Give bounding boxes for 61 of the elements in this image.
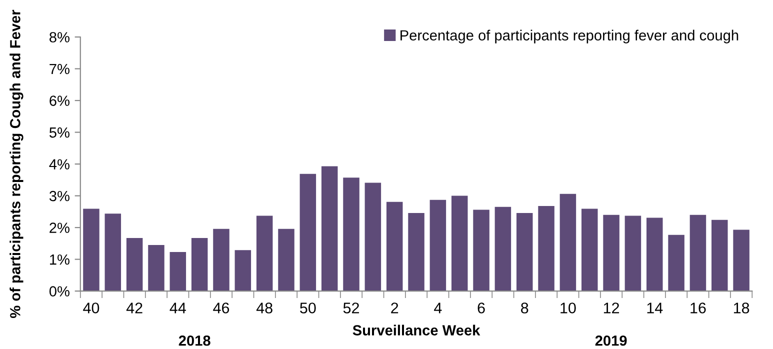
bar — [581, 208, 598, 292]
x-tick-label: 10 — [560, 302, 576, 314]
y-tick-label: 4% — [49, 159, 70, 170]
bar — [256, 216, 273, 292]
bar — [148, 245, 164, 292]
bar — [300, 174, 316, 292]
x-tick-label: 18 — [734, 302, 750, 314]
y-tick-label: 3% — [49, 190, 70, 202]
bar — [473, 210, 490, 292]
y-tick-label: 5% — [49, 127, 70, 138]
bar — [624, 216, 642, 292]
x-tick-label: 6 — [478, 302, 485, 314]
bar — [104, 214, 122, 292]
bar — [364, 182, 382, 292]
bar — [213, 228, 230, 292]
bar — [386, 202, 403, 292]
x-tick-label: 2 — [391, 302, 398, 314]
bar — [83, 208, 100, 292]
y-tick-label: 8% — [50, 32, 70, 42]
text: 2019 — [595, 335, 627, 346]
bar — [126, 238, 143, 292]
y-tick-label: 2% — [50, 222, 70, 233]
text: 2018 — [178, 335, 210, 346]
bar — [690, 214, 706, 292]
y-tick-label: 7% — [50, 64, 70, 74]
y-tick-label: 6% — [50, 96, 70, 106]
bar — [603, 214, 620, 292]
x-tick-label: 44 — [170, 302, 186, 314]
x-tick-label: 52 — [343, 302, 359, 314]
bar — [278, 228, 294, 292]
bar — [234, 250, 252, 292]
bar — [430, 200, 446, 292]
y-axis-title: % of participants reporting Cough and Fever — [10, 10, 24, 318]
bar — [321, 166, 338, 292]
bar — [538, 206, 554, 292]
bar — [646, 218, 663, 292]
bar — [451, 196, 468, 292]
x-tick-label: 46 — [213, 302, 230, 314]
bar — [191, 238, 208, 292]
bar — [668, 234, 684, 292]
x-tick-label: 14 — [647, 302, 663, 314]
x-tick-label: 40 — [83, 302, 100, 314]
x-tick-label: 42 — [126, 302, 142, 314]
x-tick-label: 48 — [256, 302, 272, 314]
x-tick-label: 4 — [434, 302, 442, 314]
bar — [343, 178, 360, 292]
y-tick-label: 1% — [50, 254, 70, 265]
x-axis-title: Surveillance Week — [352, 324, 480, 336]
legend-label: Percentage of participants reporting fever and cough — [400, 30, 738, 44]
bar — [494, 206, 512, 292]
x-tick-label: 12 — [604, 302, 620, 314]
bar — [560, 194, 576, 292]
bar — [712, 220, 728, 292]
y-tick-label: 0% — [49, 286, 70, 296]
x-tick-label: 50 — [300, 302, 316, 314]
bar — [408, 212, 424, 292]
x-tick-label: 8 — [521, 302, 528, 314]
x-tick-label: 16 — [690, 302, 706, 314]
bar — [170, 252, 186, 292]
bar — [516, 212, 533, 292]
bar — [733, 230, 750, 292]
